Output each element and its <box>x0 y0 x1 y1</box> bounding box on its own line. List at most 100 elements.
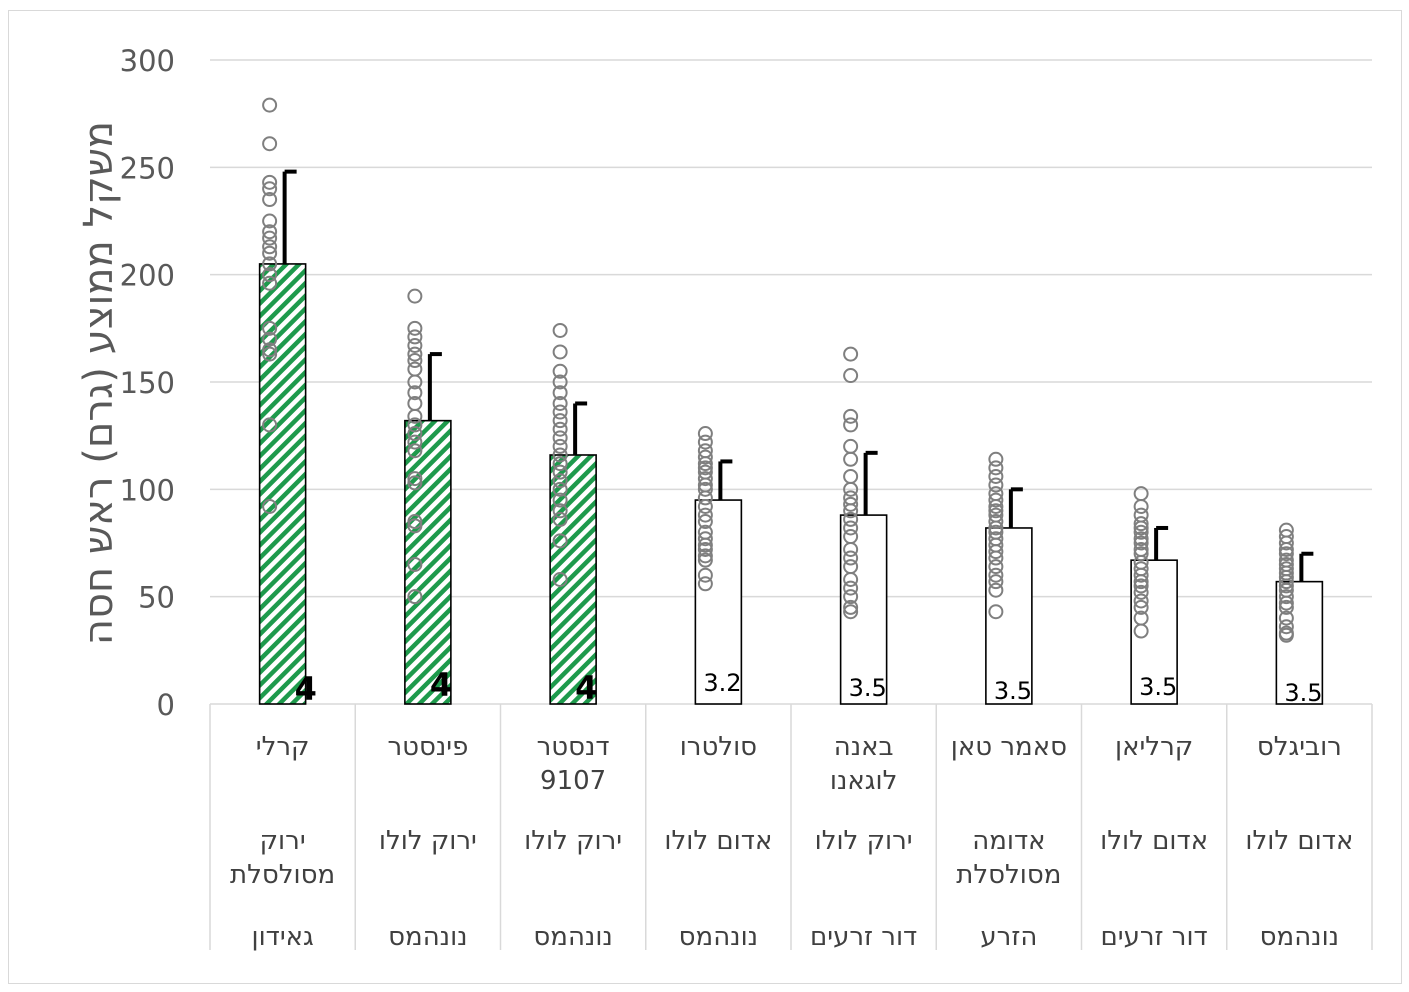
data-point <box>697 567 713 583</box>
category-source: דור זרעים <box>1101 922 1208 952</box>
data-point <box>697 531 713 547</box>
data-point <box>1133 499 1149 515</box>
data-point <box>262 267 278 283</box>
data-point <box>843 511 859 527</box>
data-point <box>697 490 713 506</box>
data-point <box>697 537 713 553</box>
bar <box>258 263 307 705</box>
data-point <box>1133 524 1149 540</box>
y-tick-label: 50 <box>138 581 175 615</box>
data-point <box>407 346 423 362</box>
category-type: ירוק לולו <box>379 826 477 856</box>
y-tick-label: 0 <box>157 688 175 722</box>
data-point <box>552 322 568 338</box>
data-point <box>1278 595 1294 611</box>
data-point <box>697 541 713 557</box>
category-type: אדום לולו <box>664 826 772 856</box>
data-point <box>843 571 859 587</box>
category-type: ירוק <box>260 826 306 856</box>
data-point <box>988 550 1004 566</box>
data-point <box>552 385 568 401</box>
data-point <box>843 438 859 454</box>
category-type: ירוק לולו <box>815 826 913 856</box>
data-point <box>1133 584 1149 600</box>
data-point <box>262 230 278 246</box>
category-type: אדום לולו <box>1100 826 1208 856</box>
data-point <box>262 239 278 255</box>
category-source: נונהמס <box>388 922 467 952</box>
data-point <box>843 550 859 566</box>
data-point <box>407 417 423 433</box>
data-point <box>1133 578 1149 594</box>
data-point <box>843 408 859 424</box>
data-point <box>1133 516 1149 532</box>
category-name: קרליאן <box>1115 732 1193 762</box>
data-point <box>262 331 278 347</box>
data-point <box>552 363 568 379</box>
category-name: רוביגלס <box>1257 732 1342 762</box>
data-point <box>407 338 423 354</box>
data-point <box>1133 520 1149 536</box>
category-name: פינסטר <box>387 732 468 762</box>
data-point <box>988 559 1004 575</box>
data-point <box>697 507 713 523</box>
data-point <box>843 599 859 615</box>
bar <box>549 454 597 705</box>
data-point <box>843 541 859 557</box>
data-point <box>262 224 278 240</box>
data-point <box>1278 574 1294 590</box>
data-point <box>407 514 423 530</box>
data-point <box>407 374 423 390</box>
data-point <box>697 514 713 530</box>
data-point <box>988 574 1004 590</box>
data-point <box>1278 578 1294 594</box>
data-point <box>988 582 1004 598</box>
data-label: 3.5 <box>849 674 887 702</box>
data-point <box>1133 623 1149 639</box>
data-point <box>407 426 423 442</box>
data-point <box>407 288 423 304</box>
category-name: 9107 <box>540 766 606 796</box>
data-point <box>407 329 423 345</box>
data-point <box>552 404 568 420</box>
data-point <box>697 576 713 592</box>
category-name: סאמר טאן <box>951 732 1067 762</box>
data-point <box>262 346 278 362</box>
data-point <box>697 481 713 497</box>
category-source: נונהמס <box>533 922 612 952</box>
category-source: הזרע <box>980 922 1037 952</box>
data-point <box>988 503 1004 519</box>
data-point <box>697 426 713 442</box>
category-type: מסולסלת <box>230 860 335 890</box>
data-point <box>407 320 423 336</box>
data-point <box>407 475 423 491</box>
data-label: 4 <box>430 666 452 704</box>
category-table: קרלי ירוק מסולסלת גאידון פינסטר ירוק לולו נונה… <box>209 703 1373 952</box>
y-axis-title: משקל ממוצע (גרם) ראש חסה <box>76 121 122 645</box>
data-point <box>697 449 713 465</box>
data-point <box>552 421 568 437</box>
data-point <box>552 395 568 411</box>
data-point <box>262 245 278 261</box>
data-point <box>1133 535 1149 551</box>
data-point <box>697 499 713 515</box>
data-point <box>552 481 568 497</box>
data-point <box>843 346 859 362</box>
data-point <box>988 451 1004 467</box>
data-point <box>1278 610 1294 626</box>
data-point <box>552 571 568 587</box>
data-point <box>552 447 568 463</box>
data-point <box>552 492 568 508</box>
data-point <box>552 511 568 527</box>
data-point <box>1278 619 1294 635</box>
data-point <box>697 460 713 476</box>
data-point <box>407 556 423 572</box>
data-point <box>1278 546 1294 562</box>
data-point <box>843 368 859 384</box>
category-source: נונהמס <box>679 922 758 952</box>
bar <box>404 419 452 705</box>
data-point <box>1278 541 1294 557</box>
bars <box>258 263 1324 705</box>
data-label: 4 <box>575 669 597 707</box>
data-point <box>1133 593 1149 609</box>
